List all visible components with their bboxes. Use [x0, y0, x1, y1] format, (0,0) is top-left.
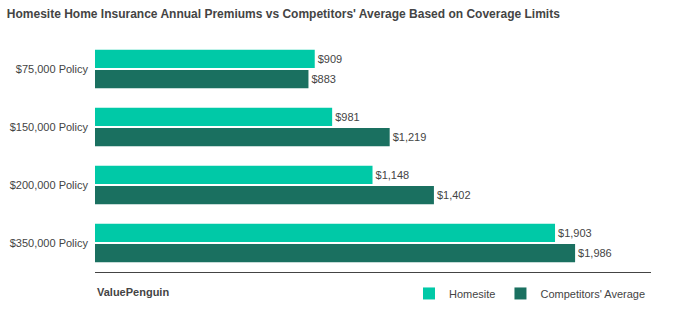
svg-text:$883: $883 — [311, 73, 335, 85]
svg-text:$150,000 Policy: $150,000 Policy — [10, 121, 89, 133]
svg-text:$350,000 Policy: $350,000 Policy — [10, 237, 89, 249]
svg-text:$1,148: $1,148 — [376, 169, 410, 181]
svg-text:$75,000 Policy: $75,000 Policy — [16, 63, 89, 75]
svg-text:Homesite: Homesite — [449, 288, 495, 300]
svg-text:ValuePenguin: ValuePenguin — [97, 286, 169, 298]
svg-text:$1,402: $1,402 — [437, 189, 471, 201]
svg-text:Homesite Home Insurance Annual: Homesite Home Insurance Annual Premiums … — [7, 7, 560, 21]
svg-text:$909: $909 — [318, 53, 342, 65]
svg-text:$981: $981 — [335, 111, 359, 123]
svg-text:$1,219: $1,219 — [393, 131, 427, 143]
svg-text:$1,903: $1,903 — [558, 227, 592, 239]
svg-text:$200,000 Policy: $200,000 Policy — [10, 179, 89, 191]
svg-text:$1,986: $1,986 — [578, 247, 612, 259]
svg-text:Competitors' Average: Competitors' Average — [540, 288, 645, 300]
